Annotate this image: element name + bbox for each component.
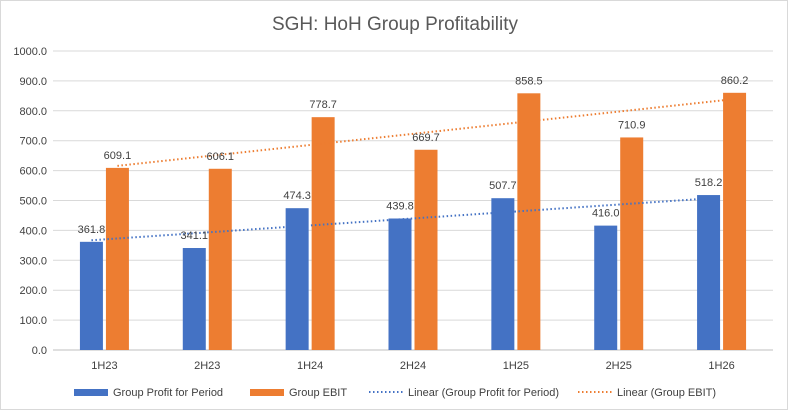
y-tick-label: 0.0 bbox=[32, 345, 47, 357]
y-tick-label: 600.0 bbox=[19, 166, 47, 178]
data-label: 858.5 bbox=[515, 75, 543, 87]
bar-group-profit bbox=[285, 208, 309, 350]
data-label: 361.8 bbox=[78, 224, 106, 236]
bar-group-profit bbox=[594, 225, 618, 350]
legend-label: Linear (Group EBIT) bbox=[617, 387, 716, 399]
x-category-label: 2H23 bbox=[194, 360, 220, 372]
y-tick-label: 500.0 bbox=[19, 196, 47, 208]
data-label: 609.1 bbox=[104, 150, 132, 162]
bar-group-ebit bbox=[208, 168, 232, 350]
bar-group-ebit bbox=[620, 137, 644, 350]
bar-group-ebit bbox=[105, 167, 129, 350]
bars bbox=[79, 92, 747, 350]
trendline bbox=[91, 197, 709, 242]
legend-label: Group Profit for Period bbox=[113, 387, 223, 399]
y-tick-label: 100.0 bbox=[19, 315, 47, 327]
data-label: 341.1 bbox=[181, 230, 209, 242]
bar-group-profit bbox=[79, 241, 103, 350]
bar-group-profit bbox=[491, 198, 515, 350]
y-axis-ticks: 0.0 100.0 200.0 300.0 400.0 500.0 600.0 700.0 80… bbox=[13, 46, 47, 357]
legend: Group Profit for Period Group EBIT Linear … bbox=[74, 387, 716, 399]
data-label: 778.7 bbox=[309, 99, 337, 111]
data-label: 439.8 bbox=[386, 200, 414, 212]
trendlines bbox=[91, 98, 735, 242]
data-label: 507.7 bbox=[489, 180, 517, 192]
legend-label: Group EBIT bbox=[289, 387, 347, 399]
data-label: 606.1 bbox=[207, 151, 235, 163]
x-category-label: 1H23 bbox=[91, 360, 117, 372]
bar-group-profit bbox=[388, 218, 412, 350]
legend-label: Linear (Group Profit for Period) bbox=[408, 387, 559, 399]
y-tick-label: 1000.0 bbox=[13, 46, 47, 58]
bar-group-ebit bbox=[414, 149, 438, 350]
gridlines bbox=[53, 50, 773, 351]
x-category-label: 2H25 bbox=[606, 360, 632, 372]
data-label: 710.9 bbox=[618, 119, 646, 131]
bar-group-ebit bbox=[517, 93, 541, 350]
data-label: 518.2 bbox=[695, 177, 723, 189]
data-label: 860.2 bbox=[721, 75, 749, 87]
x-category-label: 1H24 bbox=[297, 360, 323, 372]
data-labels: 361.8 341.1 474.3 439.8 507.7 416.0 518.2 609.1… bbox=[78, 75, 749, 242]
y-tick-label: 700.0 bbox=[19, 136, 47, 148]
data-label: 669.7 bbox=[412, 132, 440, 144]
y-tick-label: 400.0 bbox=[19, 225, 47, 237]
x-category-label: 1H26 bbox=[708, 360, 734, 372]
x-category-label: 1H25 bbox=[503, 360, 529, 372]
y-tick-label: 200.0 bbox=[19, 285, 47, 297]
y-tick-label: 900.0 bbox=[19, 76, 47, 88]
bar-group-ebit bbox=[311, 117, 335, 350]
legend-swatch bbox=[250, 389, 284, 396]
bar-group-profit bbox=[697, 195, 721, 350]
trendline bbox=[117, 98, 735, 167]
chart-title: SGH: HoH Group Profitability bbox=[272, 14, 519, 35]
y-tick-label: 300.0 bbox=[19, 255, 47, 267]
bar-group-profit bbox=[182, 248, 206, 350]
legend-swatch bbox=[74, 389, 108, 396]
x-axis-categories: 1H23 2H23 1H24 2H24 1H25 2H25 1H26 bbox=[91, 360, 734, 372]
data-label: 416.0 bbox=[592, 208, 620, 220]
data-label: 474.3 bbox=[283, 190, 311, 202]
y-tick-label: 800.0 bbox=[19, 106, 47, 118]
bar-group-ebit bbox=[723, 92, 747, 350]
x-category-label: 2H24 bbox=[400, 360, 426, 372]
